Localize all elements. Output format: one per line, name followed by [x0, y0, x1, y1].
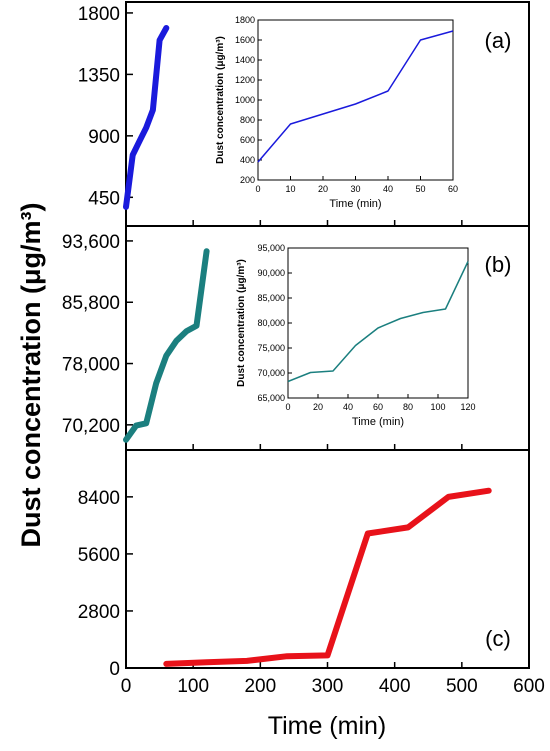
inset-a: 0 10 20 30 40 50 60 200 400 600 800 1000 1200 1400 160…	[215, 15, 458, 210]
inset-b-x-tick-label: 40	[343, 402, 353, 412]
x-axis-title: Time (min)	[268, 712, 387, 740]
panel-b-y-tick-label: 78,000	[62, 355, 120, 376]
panel-c-x-tick-label: 400	[379, 676, 411, 697]
panel-c-series-line	[163, 487, 492, 667]
inset-a-x-axis-title: Time (min)	[329, 198, 381, 210]
inset-b-x-tick-label: 100	[430, 402, 445, 412]
inset-a-y-tick-label: 400	[240, 155, 255, 165]
panel-c-label: (c)	[485, 626, 511, 651]
inset-a-y-tick-label: 1000	[235, 95, 255, 105]
inset-b-series-line	[287, 261, 469, 383]
inset-a-x-tick-label: 10	[285, 184, 295, 194]
inset-b-x-tick-label: 20	[313, 402, 323, 412]
inset-b-x-tick-label: 0	[285, 402, 290, 412]
inset-a-x-tick-label: 50	[415, 184, 425, 194]
inset-a-x-tick-label: 40	[383, 184, 393, 194]
panel-b-y-tick-label: 93,600	[62, 232, 120, 253]
inset-b-x-tick-label: 80	[403, 402, 413, 412]
inset-b-y-tick-label: 85,000	[257, 293, 285, 303]
inset-a-y-tick-label: 800	[240, 115, 255, 125]
inset-a-x-tick-label: 60	[448, 184, 458, 194]
inset-a-y-tick-label: 1800	[235, 15, 255, 25]
panel-c-y-tick-label: 0	[109, 659, 120, 680]
panel-c-y-tick-label: 8400	[78, 488, 120, 509]
inset-b-y-tick-label: 70,000	[257, 368, 285, 378]
panel-c-x-tick-label: 100	[177, 676, 209, 697]
inset-a-x-tick-label: 30	[350, 184, 360, 194]
panel-c-y-tick-label: 5600	[78, 545, 120, 566]
panel-a-series-line	[123, 25, 170, 210]
panel-a: 450 900 1350 1800	[78, 4, 530, 226]
panel-a-y-tick-label: 900	[88, 127, 120, 148]
inset-b-x-axis-title: Time (min)	[352, 416, 404, 428]
panel-c-x-tick-label: 300	[312, 676, 344, 697]
panel-c: 0 2800 5600 8400 0 100 200 300 400 500 600	[78, 487, 545, 697]
panel-b-y-tick-label: 70,200	[62, 416, 120, 437]
panel-b-series-line	[123, 248, 210, 443]
inset-b-x-tick-label: 120	[460, 402, 475, 412]
panel-a-y-tick-label: 450	[88, 188, 120, 209]
inset-a-y-tick-label: 1400	[235, 55, 255, 65]
panel-a-y-tick-label: 1800	[78, 4, 120, 25]
inset-b-y-tick-label: 75,000	[257, 343, 285, 353]
inset-a-y-tick-label: 200	[240, 175, 255, 185]
inset-b-y-tick-label: 90,000	[257, 268, 285, 278]
y-axis-title: Dust concentration (μg/m³)	[16, 202, 46, 547]
panel-b: 70,200 78,000 85,800 93,600	[62, 232, 530, 450]
inset-a-y-tick-label: 600	[240, 135, 255, 145]
inset-b: 0 20 40 60 80 100 120 65,000 70,000 75,000 80,000 8…	[236, 243, 476, 428]
inset-a-x-tick-label: 20	[318, 184, 328, 194]
panel-a-y-tick-label: 1350	[78, 65, 120, 86]
inset-b-y-axis-title: Dust concentration (μg/m³)	[236, 259, 247, 387]
panel-b-y-tick-label: 85,800	[62, 293, 120, 314]
inset-a-frame	[257, 19, 454, 181]
panel-c-x-tick-label: 500	[446, 676, 478, 697]
panel-c-x-tick-label: 200	[244, 676, 276, 697]
panel-b-label: (b)	[485, 252, 512, 277]
panel-a-label: (a)	[485, 28, 512, 53]
panel-c-frame	[125, 449, 530, 669]
inset-b-x-tick-label: 60	[373, 402, 383, 412]
inset-b-y-tick-label: 80,000	[257, 318, 285, 328]
inset-b-y-tick-label: 95,000	[257, 243, 285, 253]
inset-b-frame	[287, 247, 469, 399]
panel-c-y-tick-label: 2800	[78, 602, 120, 623]
panel-c-x-tick-label: 0	[121, 676, 132, 697]
inset-a-x-tick-label: 0	[255, 184, 260, 194]
inset-a-y-tick-label: 1200	[235, 75, 255, 85]
inset-b-y-tick-label: 65,000	[257, 393, 285, 403]
panel-c-x-tick-label: 600	[513, 676, 545, 697]
inset-a-y-axis-title: Dust concentration (μg/m³)	[215, 36, 226, 164]
inset-a-series-line	[257, 30, 454, 163]
inset-a-y-tick-label: 1600	[235, 35, 255, 45]
